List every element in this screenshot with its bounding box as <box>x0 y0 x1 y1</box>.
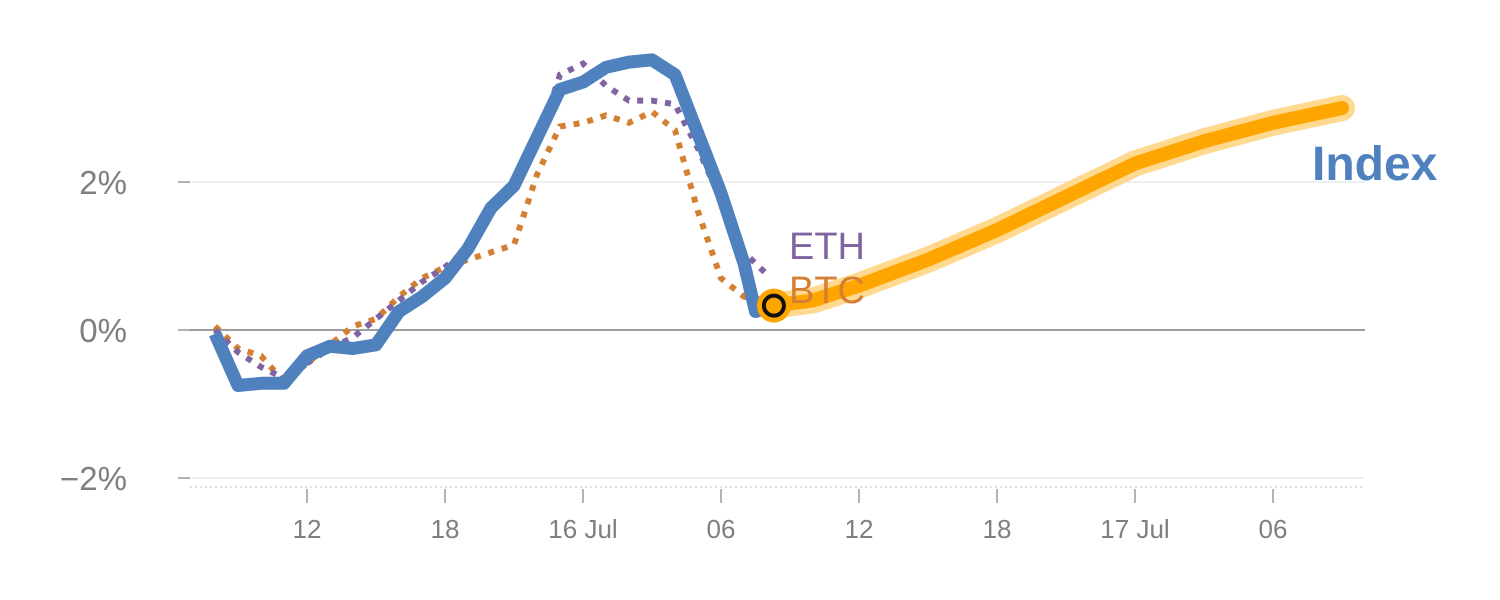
x-tick-label: 18 <box>983 514 1012 544</box>
axis-layer: −2% 0% 2% 12 18 16 Jul 06 12 18 17 Jul 06 <box>60 164 1365 544</box>
forecast-line <box>766 101 1349 313</box>
y-tick-label: 0% <box>79 312 127 349</box>
x-tick-label: 06 <box>1259 514 1288 544</box>
x-tick-label: 18 <box>431 514 460 544</box>
index-line <box>209 53 776 392</box>
x-tick-label: 17 Jul <box>1100 514 1169 544</box>
grid-layer <box>190 181 1365 479</box>
label-layer: ETH BTC Index <box>789 138 1438 312</box>
x-tick-label: 06 <box>707 514 736 544</box>
x-tick-label: 12 <box>293 514 322 544</box>
btc-line <box>212 108 775 386</box>
y-tick-label: 2% <box>79 164 127 201</box>
x-tick-label: 16 Jul <box>548 514 617 544</box>
index-series-label: Index <box>1312 138 1438 191</box>
y-tick-label: −2% <box>60 460 127 497</box>
x-tick-label: 12 <box>845 514 874 544</box>
current-point-marker <box>761 293 786 318</box>
eth-series-label: ETH <box>789 226 865 268</box>
series-layer <box>209 53 1355 392</box>
btc-series-label: BTC <box>789 270 865 312</box>
